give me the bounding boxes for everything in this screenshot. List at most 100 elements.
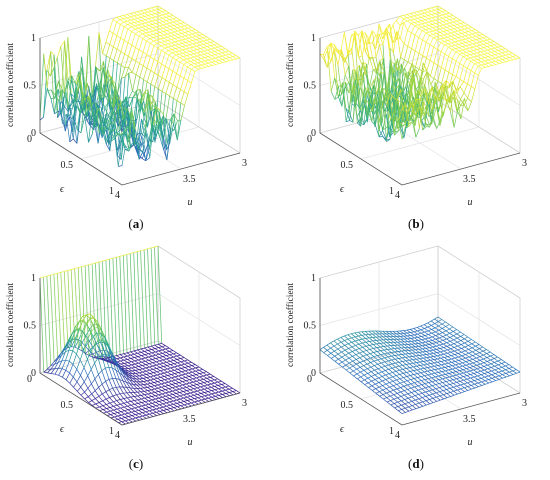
mesh-line	[177, 369, 182, 372]
mesh-line	[176, 354, 181, 357]
mesh-line	[132, 417, 136, 420]
mesh-line	[159, 404, 164, 408]
mesh-line	[422, 123, 427, 131]
mesh-line	[368, 30, 373, 39]
mesh-line	[129, 383, 134, 389]
mesh-line	[424, 16, 429, 19]
mesh-line	[196, 42, 201, 46]
mesh-line	[200, 386, 205, 390]
mesh-line	[361, 30, 366, 52]
mesh-line	[461, 28, 465, 31]
mesh-line	[197, 55, 202, 59]
mesh-line	[327, 50, 332, 92]
mesh-line	[85, 353, 89, 356]
mesh-line	[501, 52, 506, 56]
mesh-line	[210, 48, 215, 52]
mesh-line	[170, 31, 175, 34]
mesh-line	[147, 389, 152, 391]
u-axis-label: u	[188, 197, 193, 208]
mesh-line	[330, 48, 335, 63]
mesh-line	[385, 383, 391, 388]
mesh-line	[204, 395, 209, 399]
mesh-line	[191, 364, 196, 366]
mesh-line	[87, 393, 92, 397]
mesh-line	[479, 37, 484, 39]
mesh-line	[151, 9, 155, 12]
u-axis-label: u	[468, 197, 473, 208]
mesh-line	[117, 411, 122, 413]
mesh-line	[127, 409, 132, 413]
mesh-line	[123, 356, 128, 360]
mesh-line	[182, 377, 186, 379]
mesh-line	[397, 401, 402, 406]
mesh-line	[172, 397, 177, 401]
mesh-line	[126, 387, 131, 393]
mesh-line	[165, 82, 170, 94]
mesh-line	[468, 36, 473, 39]
mesh-line	[411, 103, 416, 116]
mesh-line	[98, 32, 103, 54]
mesh-line	[178, 377, 183, 380]
mesh-line	[473, 56, 478, 60]
mesh-line	[461, 35, 466, 38]
mesh-line	[162, 13, 166, 16]
mesh-line	[184, 363, 189, 367]
mesh-line	[502, 61, 507, 64]
mesh-line	[199, 373, 204, 377]
mesh-line	[120, 363, 125, 365]
mesh-line	[162, 20, 167, 22]
mesh-line	[156, 39, 161, 43]
mesh-line	[479, 34, 483, 36]
mesh-line	[160, 372, 165, 375]
mesh-line	[330, 358, 336, 362]
mesh-line	[379, 100, 384, 122]
mesh-line	[152, 27, 157, 31]
mesh-line	[169, 82, 174, 85]
mesh-line	[116, 16, 120, 18]
mesh-line	[463, 83, 468, 94]
mesh-line	[65, 113, 70, 118]
mesh-line	[498, 53, 503, 57]
mesh-line	[121, 413, 125, 416]
mesh-line	[410, 22, 415, 24]
mesh-line	[461, 36, 466, 40]
mesh-line	[398, 410, 403, 414]
mesh-line	[108, 366, 113, 369]
mesh-line	[199, 370, 204, 373]
mesh-line	[415, 53, 420, 67]
mesh-line	[177, 23, 181, 25]
mesh-line	[449, 19, 454, 23]
mesh-line	[360, 110, 365, 125]
mesh-line	[122, 101, 127, 124]
mesh-line	[78, 348, 83, 352]
mesh-line	[458, 47, 463, 51]
mesh-line	[93, 323, 98, 326]
mesh-line	[443, 34, 448, 38]
mesh-line	[180, 25, 185, 28]
mesh-line	[414, 382, 419, 387]
mesh-line	[394, 403, 399, 407]
mesh-line	[115, 369, 120, 380]
mesh-line	[173, 21, 178, 25]
mesh-line	[460, 98, 465, 106]
mesh-line	[130, 351, 135, 355]
mesh-line	[188, 366, 193, 370]
mesh-line	[487, 45, 491, 47]
mesh-line	[101, 353, 106, 356]
mesh-line	[397, 120, 402, 126]
z-axis-label: correlation coefficient	[5, 43, 16, 127]
mesh-line	[382, 136, 387, 141]
mesh-line	[471, 29, 476, 31]
mesh-line	[82, 314, 87, 317]
mesh-line	[402, 373, 408, 377]
mesh-line	[203, 382, 208, 386]
mesh-line	[466, 50, 470, 53]
mesh-line	[201, 63, 206, 66]
mesh-line	[104, 95, 108, 98]
mesh-line	[142, 370, 147, 373]
mesh-line	[190, 396, 195, 399]
mesh-line	[221, 384, 226, 388]
mesh-line	[142, 32, 146, 35]
mesh-line	[210, 376, 214, 378]
mesh-line	[191, 29, 196, 31]
